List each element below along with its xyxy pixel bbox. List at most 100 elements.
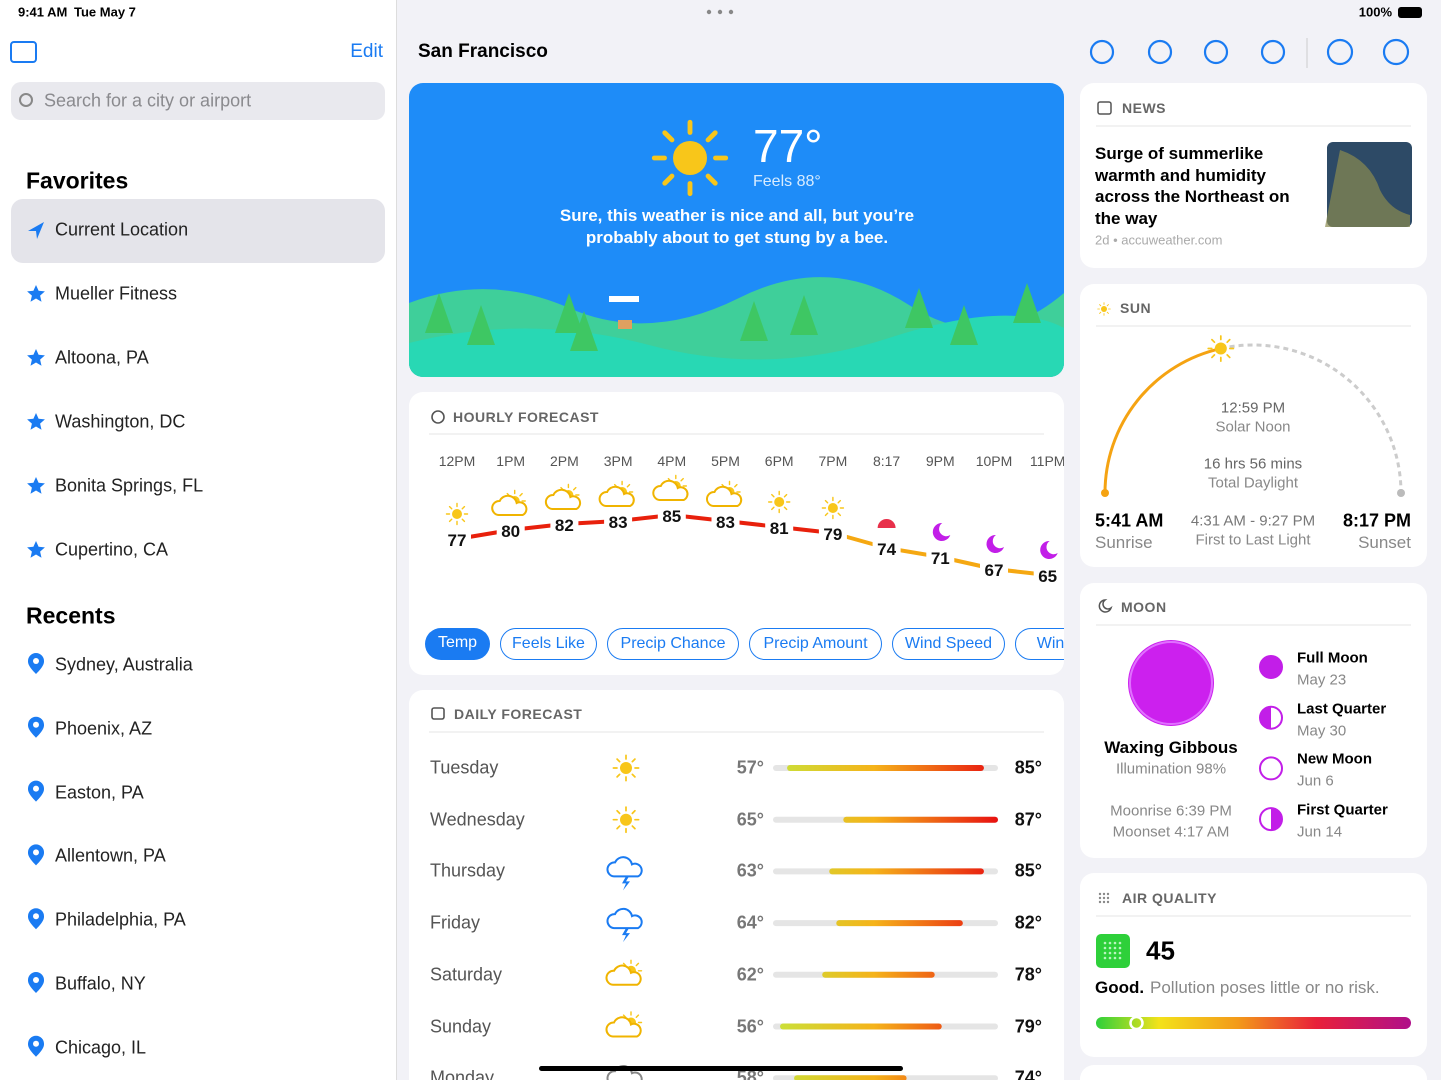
sun-icon [827, 503, 838, 513]
temp-label: 80 [501, 522, 521, 541]
graphics [409, 119, 1064, 377]
day-name: Friday [430, 912, 481, 933]
pin-dot [33, 913, 39, 920]
sun-ray [662, 130, 675, 143]
calendar-icon [431, 707, 445, 720]
aq-title-dot [1106, 900, 1110, 904]
temp-label: 74 [877, 540, 897, 559]
daylight: 16 hrs 56 mins [1203, 455, 1303, 473]
news-headline[interactable]: Surge of summerlike warmth and humidity … [1095, 144, 1290, 228]
recent-item[interactable]: Sydney, Australia [55, 654, 193, 675]
recent-item[interactable]: Allentown, PA [55, 845, 166, 866]
favorite-item[interactable]: Current Location [55, 219, 189, 240]
home-indicator [539, 1066, 903, 1071]
sunrise-time: 5:41 AM [1095, 510, 1164, 531]
sun-card [1080, 284, 1427, 567]
range-bar [829, 868, 984, 875]
range-bar [822, 971, 935, 978]
tree [905, 288, 933, 328]
toolbar-button[interactable] [1260, 39, 1286, 65]
cloud-icon [606, 907, 643, 930]
battery: 100% [1358, 4, 1392, 20]
favorite-item[interactable]: Mueller Fitness [55, 283, 178, 304]
temp-label: 81 [769, 519, 789, 538]
multitask-dot [706, 9, 712, 15]
bolt-icon [622, 928, 630, 943]
day-name: Saturday [430, 964, 503, 985]
sun-ray [705, 130, 718, 143]
sun-ray [1099, 304, 1102, 307]
light-label: First to Last Light [1195, 531, 1311, 549]
favorite-item[interactable]: Bonita Springs, FL [55, 475, 204, 496]
aq-badge-dot [1108, 956, 1112, 960]
recent-item[interactable]: Phoenix, AZ [55, 718, 153, 739]
filter-chip[interactable]: Temp [425, 628, 490, 660]
high-temp: 78° [1014, 964, 1042, 985]
sunset-dot [1397, 489, 1405, 497]
phase-name: Full Moon [1297, 649, 1368, 667]
day-name: Tuesday [430, 757, 499, 778]
cloud-icon [605, 1016, 642, 1038]
toolbar-button[interactable] [1382, 38, 1410, 66]
favorite-item[interactable]: Cupertino, CA [55, 539, 169, 560]
temp-point [550, 514, 579, 534]
aq-badge-dot [1118, 956, 1122, 960]
aq-badge-dot [1103, 951, 1107, 955]
hero-card: 77° Feels 88° Sure, this weather is nice a… [409, 83, 1064, 377]
map-land [1325, 150, 1410, 227]
temp-label: 83 [716, 513, 735, 532]
aq-title-dot [1102, 896, 1106, 900]
filter-chip[interactable]: Precip Chance [607, 628, 739, 660]
range-bar [794, 1075, 907, 1080]
toolbar-button[interactable] [1147, 39, 1173, 65]
sun-ray [461, 505, 466, 510]
aq-marker [1129, 1015, 1144, 1031]
toolbar-button[interactable] [1203, 39, 1229, 65]
low-temp: 57° [736, 757, 764, 778]
sun-ray [448, 518, 453, 523]
low-temp: 62° [736, 964, 764, 985]
sun-ray [572, 486, 577, 491]
recent-item[interactable]: Buffalo, NY [55, 973, 146, 994]
search-field[interactable] [11, 82, 385, 120]
favorite-item[interactable]: Washington, DC [55, 411, 186, 432]
sun-ray [1226, 354, 1231, 359]
card-title: AIR QUALITY [1122, 890, 1217, 906]
graphics [429, 707, 1044, 1080]
aq-badge-dot [1113, 941, 1117, 945]
star-icon [27, 349, 45, 366]
phase-date: May 30 [1297, 722, 1347, 740]
favorite-item[interactable]: Altoona, PA [55, 347, 149, 368]
section-title: HOURLY FORECAST [453, 409, 599, 425]
star-icon [27, 477, 45, 494]
temp-label: 83 [608, 513, 628, 532]
clock-icon [431, 410, 445, 424]
hour-label: 11PM [1029, 453, 1064, 469]
temp-point [765, 517, 794, 537]
phase-date: Jun 14 [1297, 823, 1343, 841]
cloud-icon [652, 479, 689, 501]
filter-chip[interactable]: Precip Amount [749, 628, 882, 660]
pin-dot [33, 849, 39, 856]
recent-item[interactable]: Chicago, IL [55, 1037, 147, 1058]
phase-half [1260, 706, 1271, 729]
recent-item[interactable]: Philadelphia, PA [55, 909, 186, 930]
temp-point [443, 529, 471, 549]
moon-icon [986, 534, 1004, 553]
toolbar-button[interactable] [1326, 38, 1354, 66]
recent-item[interactable]: Easton, PA [55, 782, 144, 803]
sun-ray [616, 809, 621, 815]
hour-label: 10PM [975, 453, 1013, 469]
filter-chip[interactable]: Wind [1015, 628, 1064, 660]
cloud-icon [598, 485, 635, 507]
hero-message: Sure, this weather is nice and all, but … [559, 206, 915, 247]
sidebar-toggle[interactable] [10, 41, 37, 63]
filter-chip[interactable]: Wind Speed [892, 628, 1005, 660]
moon-shine [1129, 641, 1213, 725]
filter-chip[interactable]: Feels Like [500, 628, 597, 660]
sidebar [0, 0, 397, 1080]
aq-title-dot [1098, 896, 1102, 900]
sun-ray [783, 493, 788, 498]
edit-button[interactable]: Edit [350, 41, 383, 62]
toolbar-button[interactable] [1089, 39, 1115, 65]
